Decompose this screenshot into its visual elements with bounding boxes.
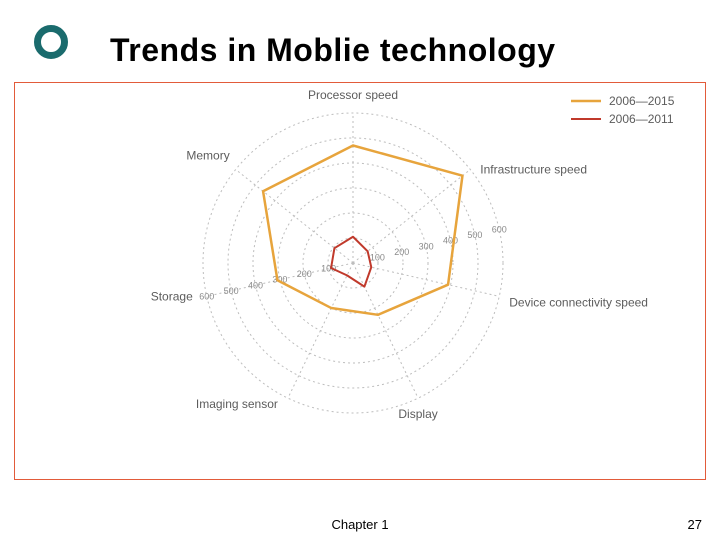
axis-label: Storage xyxy=(151,289,193,303)
axis-spoke xyxy=(353,263,418,398)
page-number: 27 xyxy=(688,517,702,532)
bullet-ring-icon xyxy=(34,25,68,59)
footer-chapter: Chapter 1 xyxy=(0,517,720,532)
axis-label: Display xyxy=(398,407,437,421)
series-line xyxy=(331,237,371,287)
legend-label: 2006—2011 xyxy=(609,112,674,126)
tick-label: 600 xyxy=(492,225,507,235)
tick-label: 200 xyxy=(394,247,409,257)
tick-label: 400 xyxy=(443,236,458,246)
axis-label: Infrastructure speed xyxy=(480,162,587,176)
tick-label: 400 xyxy=(248,280,263,290)
tick-label: 500 xyxy=(224,286,239,296)
axis-label: Processor speed xyxy=(308,88,398,102)
tick-label: 200 xyxy=(297,269,312,279)
tick-label: 600 xyxy=(199,291,214,301)
series-line xyxy=(263,146,462,315)
slide-title: Trends in Moblie technology xyxy=(110,32,556,69)
tick-label: 300 xyxy=(419,241,434,251)
radar-chart: 100100200200300300400400500500600600Proc… xyxy=(15,83,705,479)
tick-label: 500 xyxy=(467,230,482,240)
tick-label: 100 xyxy=(370,252,385,262)
axis-label: Memory xyxy=(186,148,229,162)
axis-spoke xyxy=(236,169,353,263)
legend-label: 2006—2015 xyxy=(609,94,675,108)
axis-label: Device connectivity speed xyxy=(509,295,648,309)
chart-frame: 100100200200300300400400500500600600Proc… xyxy=(14,82,706,480)
slide: Trends in Moblie technology 100100200200… xyxy=(0,0,720,540)
axis-spoke xyxy=(288,263,353,398)
axis-label: Imaging sensor xyxy=(196,397,278,411)
